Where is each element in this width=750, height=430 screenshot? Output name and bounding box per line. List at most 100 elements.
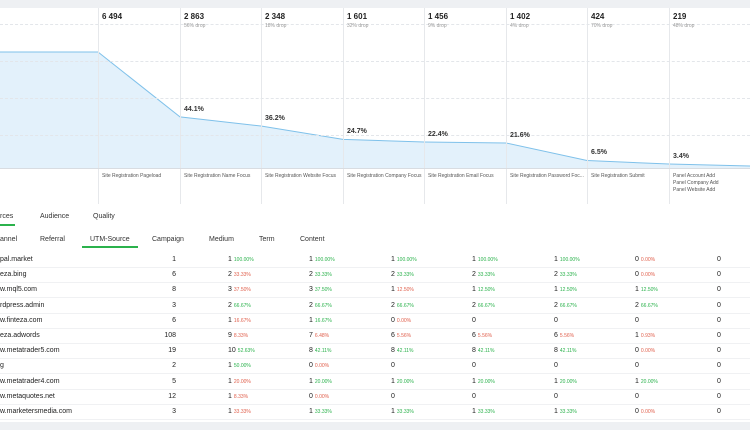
source-name: w.marketersmedia.com — [0, 408, 72, 415]
stage-value: 1 33.33% — [309, 408, 332, 415]
stage-value: 2 33.33% — [228, 271, 251, 278]
table-row[interactable]: eza.bing 6 2 33.33% 2 33.33% 2 33.33% 2 33.33% 2 33… — [0, 267, 750, 284]
stage-value: 0 — [717, 271, 721, 278]
total-value: 12 — [168, 392, 176, 400]
stage-value: 0 — [717, 378, 721, 385]
stage-count-value: 2 — [391, 301, 395, 309]
stage-count: 1 402 — [510, 12, 531, 21]
table-row[interactable]: pal.market 1 1 100.00% 1 100.00% 1 100.00% 1 100.… — [0, 252, 750, 268]
footer-strip — [0, 422, 750, 430]
stage-count-value: 0 — [717, 392, 721, 400]
stage-divider — [180, 8, 181, 204]
stage-rate: 12.50% — [640, 287, 658, 294]
table-row[interactable]: w.marketersmedia.com 3 1 33.33% 1 33.33% 1 33.3… — [0, 404, 750, 420]
table-row[interactable]: w.finteza.com 6 1 16.67% 1 16.67% 0 0.00% 0 0 0 0 — [0, 313, 750, 329]
source-name: pal.market — [0, 256, 33, 263]
table-row[interactable]: rdpress.admin 3 2 66.67% 2 66.67% 2 66.67% 2 66.6… — [0, 298, 750, 314]
stage-value: 6 5.56% — [391, 332, 411, 339]
stage-value: 2 33.33% — [309, 271, 332, 278]
stage-rate: 6.48% — [314, 333, 330, 339]
stage-count-value: 1 — [472, 377, 476, 385]
total-value: 6 — [172, 271, 176, 279]
stage-value: 0 — [717, 347, 721, 354]
tab-quality[interactable]: Quality — [93, 213, 115, 220]
subtab-content[interactable]: Content — [300, 236, 325, 243]
subtab-term[interactable]: Term — [259, 236, 275, 243]
stage-value: 0 — [717, 362, 721, 369]
stage-rate: 20.00% — [559, 378, 577, 385]
subtab-medium[interactable]: Medium — [209, 236, 234, 243]
stage-value: 0 — [717, 332, 721, 339]
stage-rate: 42.11% — [314, 348, 332, 355]
stage-count-value: 0 — [309, 392, 313, 400]
stage-divider — [587, 8, 588, 204]
grid-line — [0, 61, 750, 62]
stage-rate: 66.67% — [314, 302, 332, 309]
stage-drop: 32% drop — [347, 23, 369, 29]
stage-label: Site Registration Pageload — [102, 173, 162, 179]
stage-value: 2 33.33% — [472, 271, 495, 278]
stage-header: 2 863 56% drop — [184, 12, 205, 29]
stage-percent: 21.6% — [510, 131, 530, 139]
stage-count-value: 8 — [391, 347, 395, 355]
stage-value: 1 12.50% — [554, 286, 577, 293]
subtab-utm-source[interactable]: UTM-Source — [82, 236, 138, 248]
table-row[interactable]: w.metatrader5.com 19 10 52.63% 8 42.11% 8 42.11… — [0, 343, 750, 360]
stage-value: 1 20.00% — [554, 378, 577, 385]
stage-value: 0 — [554, 393, 558, 400]
stage-rate: 66.67% — [233, 302, 251, 309]
stage-count-value: 1 — [228, 256, 232, 263]
stage-rate: 100.00% — [477, 257, 498, 263]
stage-value: 1 50.00% — [228, 362, 251, 369]
stage-count-value: 0 — [717, 347, 721, 355]
stage-rate: 33.33% — [477, 409, 495, 415]
stage-rate: 20.00% — [477, 378, 495, 385]
stage-value: 0 — [635, 362, 639, 369]
stage-rate: 100.00% — [559, 257, 580, 263]
stage-count-value: 0 — [391, 392, 395, 400]
funnel-area — [0, 52, 750, 168]
stage-value: 1 100.00% — [472, 256, 498, 263]
stage-rate: 50.00% — [233, 363, 251, 370]
stage-count: 6 494 — [102, 12, 123, 21]
total-value: 19 — [168, 347, 176, 355]
stage-rate: 20.00% — [314, 378, 332, 385]
tab-audience[interactable]: Audience — [40, 213, 70, 220]
table-row[interactable]: g 2 1 50.00% 0 0.00% 0 0 0 0 0 — [0, 358, 750, 375]
tab-sources[interactable]: rces — [0, 213, 16, 226]
stage-rate: 0.00% — [640, 348, 656, 355]
stage-count-value: 1 — [309, 408, 313, 415]
stage-rate: 66.67% — [477, 302, 495, 309]
stage-count-value: 8 — [472, 347, 476, 355]
stage-drop: 4% drop — [510, 23, 529, 29]
stage-value: 1 33.33% — [228, 408, 251, 415]
stage-header: 6 494 — [102, 12, 122, 21]
stage-value: 3 37.50% — [228, 286, 251, 293]
funnel-line — [0, 51, 750, 167]
stage-count-value: 1 — [472, 286, 476, 294]
stage-drop: 18% drop — [265, 23, 287, 29]
stage-rate: 33.33% — [559, 409, 577, 415]
stage-value: 1 100.00% — [391, 256, 417, 263]
stage-count-value: 1 — [635, 286, 639, 294]
stage-divider — [261, 8, 262, 204]
stage-count-value: 0 — [717, 256, 721, 263]
subtab-referral[interactable]: Referral — [40, 236, 65, 243]
table-row[interactable]: w.metatrader4.com 5 1 20.00% 1 20.00% 1 20.00% 1… — [0, 374, 750, 390]
stage-rate: 20.00% — [396, 378, 414, 385]
stage-rate: 5.56% — [396, 333, 412, 339]
subtab-campaign[interactable]: Campaign — [152, 236, 184, 243]
table-row[interactable]: w.mql5.com 8 3 37.50% 3 37.50% 1 12.50% 1 12.50% 1… — [0, 282, 750, 299]
stage-label: Site Registration Name Focus — [184, 173, 251, 179]
stage-count-value: 0 — [391, 316, 395, 324]
stage-rate: 37.50% — [314, 287, 332, 294]
table-row[interactable]: w.metaquotes.net 12 1 8.33% 0 0.00% 0 0 0 0 0 — [0, 389, 750, 405]
table-row[interactable]: eza.adwords 108 9 8.33% 7 6.48% 6 5.56% 6 5.56% 6 5… — [0, 328, 750, 344]
stage-count-value: 1 — [554, 256, 558, 263]
stage-count-value: 1 — [228, 408, 232, 415]
stage-value: 8 42.11% — [472, 347, 495, 354]
subtab-channel[interactable]: annel — [0, 236, 18, 243]
total-value: 108 — [164, 332, 176, 339]
stage-rate: 0.00% — [314, 393, 330, 400]
stage-count-value: 0 — [472, 362, 476, 370]
